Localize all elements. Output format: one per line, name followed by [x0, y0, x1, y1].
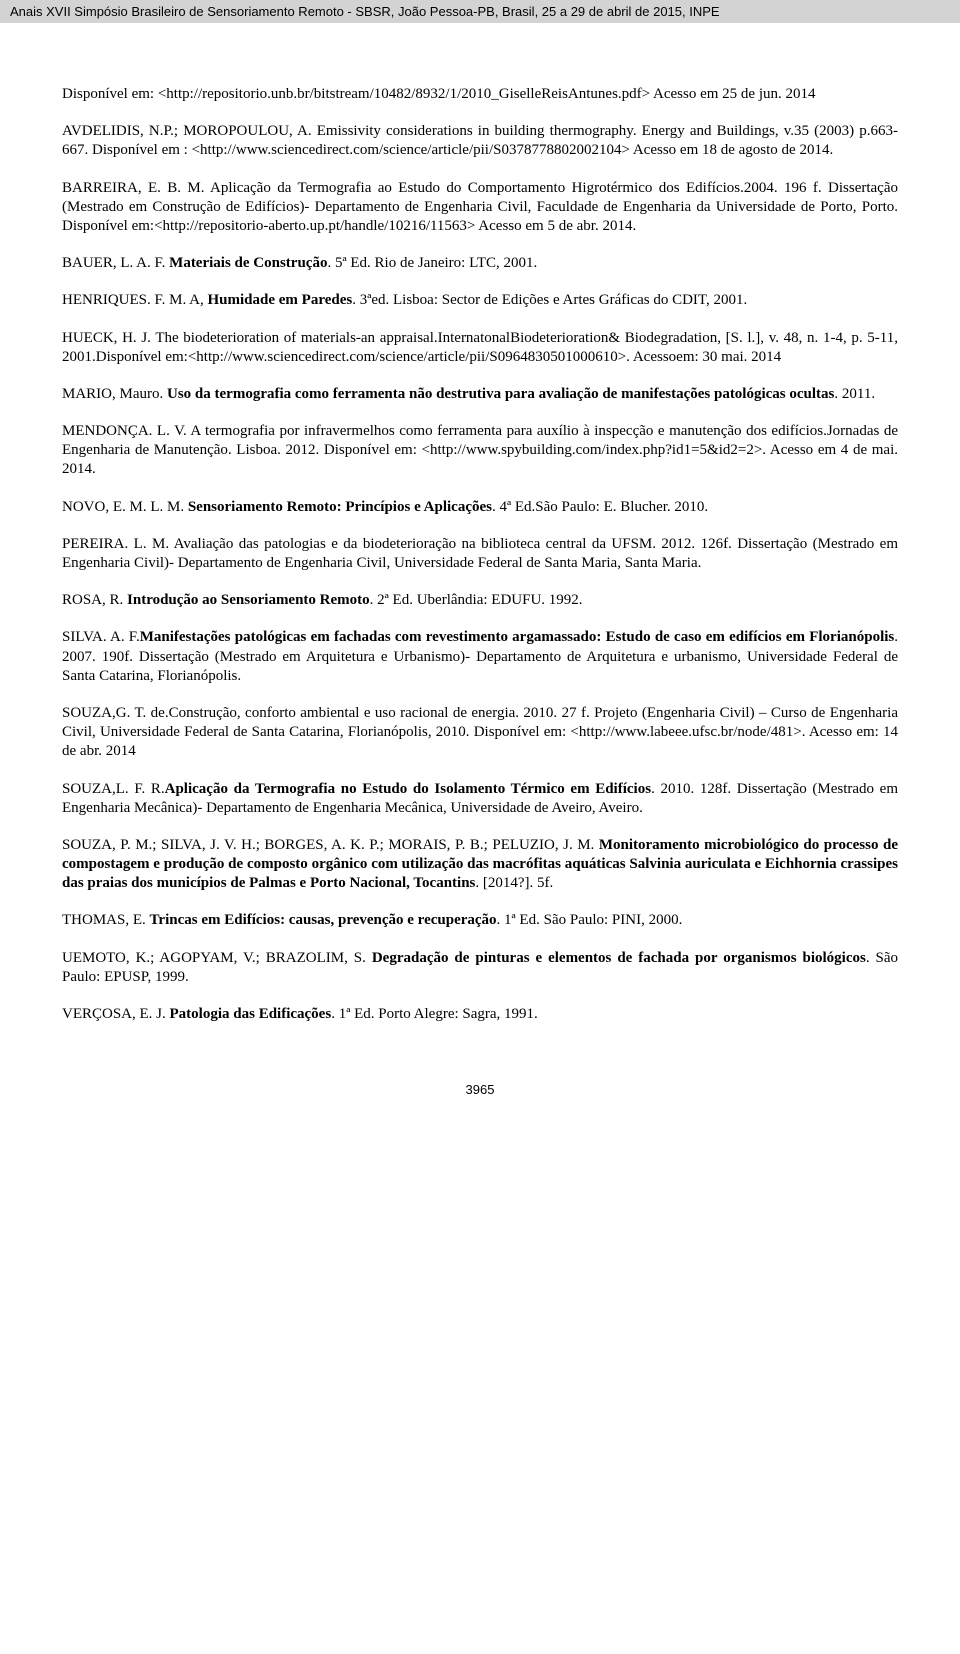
ref-text: SILVA. A. F.	[62, 629, 140, 645]
ref-text: SOUZA,L. F. R.	[62, 781, 165, 797]
ref-title: Degradação de pinturas e elementos de fa…	[372, 950, 866, 966]
ref-text: ROSA, R.	[62, 592, 127, 608]
reference-entry: UEMOTO, K.; AGOPYAM, V.; BRAZOLIM, S. De…	[62, 949, 898, 987]
reference-entry: HENRIQUES. F. M. A, Humidade em Paredes.…	[62, 291, 898, 310]
ref-text: PEREIRA. L. M. Avaliação das patologias …	[62, 536, 898, 571]
reference-entry: NOVO, E. M. L. M. Sensoriamento Remoto: …	[62, 498, 898, 517]
ref-text: HENRIQUES. F. M. A,	[62, 292, 207, 308]
header-text: Anais XVII Simpósio Brasileiro de Sensor…	[10, 4, 720, 19]
ref-text: MARIO, Mauro.	[62, 386, 167, 402]
ref-title: Aplicação da Termografia no Estudo do Is…	[165, 781, 651, 797]
ref-text: SOUZA,G. T. de.Construção, conforto ambi…	[62, 705, 898, 759]
reference-entry: SOUZA,G. T. de.Construção, conforto ambi…	[62, 704, 898, 762]
ref-text: THOMAS, E.	[62, 912, 150, 928]
ref-text: HUECK, H. J. The biodeterioration of mat…	[62, 330, 898, 365]
reference-entry: SILVA. A. F.Manifestações patológicas em…	[62, 628, 898, 686]
ref-text: . 3ªed. Lisboa: Sector de Edições e Arte…	[352, 292, 747, 308]
ref-text: VERÇOSA, E. J.	[62, 1006, 170, 1022]
ref-title: Uso da termografia como ferramenta não d…	[167, 386, 834, 402]
ref-text: . 5ª Ed. Rio de Janeiro: LTC, 2001.	[327, 255, 537, 271]
ref-text: AVDELIDIS, N.P.; MOROPOULOU, A. Emissivi…	[62, 123, 898, 158]
ref-text: . 4ª Ed.São Paulo: E. Blucher. 2010.	[492, 499, 708, 515]
ref-text: UEMOTO, K.; AGOPYAM, V.; BRAZOLIM, S.	[62, 950, 372, 966]
ref-text: MENDONÇA. L. V. A termografia por infrav…	[62, 423, 898, 477]
ref-title: Introdução ao Sensoriamento Remoto	[127, 592, 370, 608]
ref-text: Disponível em: <http://repositorio.unb.b…	[62, 86, 816, 102]
reference-entry: SOUZA, P. M.; SILVA, J. V. H.; BORGES, A…	[62, 836, 898, 894]
page-content: Disponível em: <http://repositorio.unb.b…	[0, 23, 960, 1062]
ref-text: BAUER, L. A. F.	[62, 255, 169, 271]
page-number: 3965	[0, 1062, 960, 1127]
reference-entry: MARIO, Mauro. Uso da termografia como fe…	[62, 385, 898, 404]
reference-entry: SOUZA,L. F. R.Aplicação da Termografia n…	[62, 780, 898, 818]
ref-text: . 2ª Ed. Uberlândia: EDUFU. 1992.	[370, 592, 583, 608]
ref-text: . 1ª Ed. Porto Alegre: Sagra, 1991.	[331, 1006, 538, 1022]
ref-text: SOUZA, P. M.; SILVA, J. V. H.; BORGES, A…	[62, 837, 599, 853]
ref-title: Trincas em Edifícios: causas, prevenção …	[150, 912, 497, 928]
reference-entry: THOMAS, E. Trincas em Edifícios: causas,…	[62, 911, 898, 930]
ref-text: NOVO, E. M. L. M.	[62, 499, 188, 515]
reference-entry: BAUER, L. A. F. Materiais de Construção.…	[62, 254, 898, 273]
reference-entry: VERÇOSA, E. J. Patologia das Edificações…	[62, 1005, 898, 1024]
ref-title: Materiais de Construção	[169, 255, 327, 271]
page-header: Anais XVII Simpósio Brasileiro de Sensor…	[0, 0, 960, 23]
ref-text: . 2011.	[834, 386, 875, 402]
reference-entry: HUECK, H. J. The biodeterioration of mat…	[62, 329, 898, 367]
reference-entry: BARREIRA, E. B. M. Aplicação da Termogra…	[62, 179, 898, 237]
reference-entry: Disponível em: <http://repositorio.unb.b…	[62, 85, 898, 104]
reference-entry: AVDELIDIS, N.P.; MOROPOULOU, A. Emissivi…	[62, 122, 898, 160]
ref-text: . 1ª Ed. São Paulo: PINI, 2000.	[497, 912, 683, 928]
ref-text: . [2014?]. 5f.	[475, 875, 553, 891]
reference-entry: ROSA, R. Introdução ao Sensoriamento Rem…	[62, 591, 898, 610]
ref-title: Humidade em Paredes	[207, 292, 352, 308]
ref-title: Manifestações patológicas em fachadas co…	[140, 629, 895, 645]
reference-entry: MENDONÇA. L. V. A termografia por infrav…	[62, 422, 898, 480]
ref-title: Sensoriamento Remoto: Princípios e Aplic…	[188, 499, 492, 515]
page-number-value: 3965	[466, 1082, 495, 1097]
ref-text: BARREIRA, E. B. M. Aplicação da Termogra…	[62, 180, 898, 234]
ref-title: Patologia das Edificações	[170, 1006, 332, 1022]
reference-entry: PEREIRA. L. M. Avaliação das patologias …	[62, 535, 898, 573]
